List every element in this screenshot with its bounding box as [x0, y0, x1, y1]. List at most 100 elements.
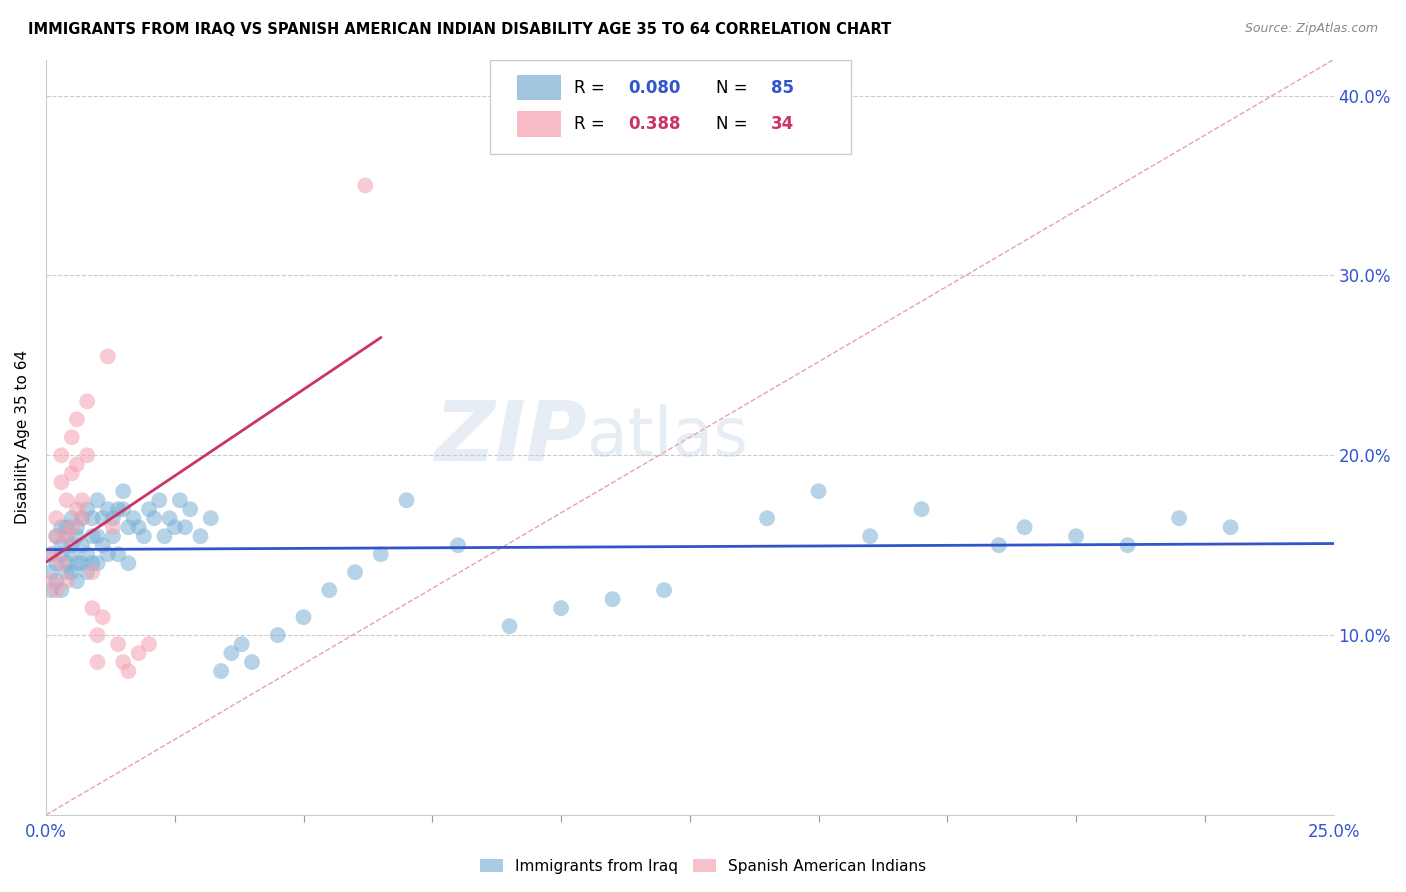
- Spanish American Indians: [45, 583, 67, 598]
- Immigrants from Iraq: [39, 547, 62, 561]
- Immigrants from Iraq: [60, 547, 83, 561]
- Spanish American Indians: [128, 646, 150, 660]
- Spanish American Indians: [60, 520, 83, 534]
- Text: Source: ZipAtlas.com: Source: ZipAtlas.com: [1244, 22, 1378, 36]
- Spanish American Indians: [117, 664, 139, 678]
- Immigrants from Iraq: [66, 556, 89, 570]
- Text: R =: R =: [574, 78, 610, 96]
- Immigrants from Iraq: [292, 610, 315, 624]
- Immigrants from Iraq: [70, 556, 93, 570]
- Immigrants from Iraq: [66, 520, 89, 534]
- Immigrants from Iraq: [128, 520, 150, 534]
- Immigrants from Iraq: [602, 592, 624, 607]
- Immigrants from Iraq: [395, 493, 418, 508]
- Immigrants from Iraq: [122, 511, 145, 525]
- Spanish American Indians: [66, 457, 89, 471]
- Immigrants from Iraq: [153, 529, 176, 543]
- Spanish American Indians: [138, 637, 160, 651]
- Spanish American Indians: [45, 529, 67, 543]
- Immigrants from Iraq: [55, 520, 77, 534]
- Immigrants from Iraq: [76, 547, 98, 561]
- Spanish American Indians: [76, 448, 98, 462]
- Immigrants from Iraq: [987, 538, 1010, 552]
- Immigrants from Iraq: [51, 583, 73, 598]
- Y-axis label: Disability Age 35 to 64: Disability Age 35 to 64: [15, 351, 30, 524]
- Spanish American Indians: [354, 178, 377, 193]
- Immigrants from Iraq: [82, 511, 104, 525]
- Immigrants from Iraq: [101, 511, 124, 525]
- Immigrants from Iraq: [107, 502, 129, 516]
- Text: 85: 85: [770, 78, 794, 96]
- Immigrants from Iraq: [86, 493, 108, 508]
- Immigrants from Iraq: [45, 574, 67, 589]
- FancyBboxPatch shape: [491, 60, 851, 154]
- Immigrants from Iraq: [1064, 529, 1087, 543]
- Spanish American Indians: [86, 655, 108, 669]
- Immigrants from Iraq: [169, 493, 191, 508]
- Immigrants from Iraq: [97, 547, 120, 561]
- Immigrants from Iraq: [117, 556, 139, 570]
- Immigrants from Iraq: [807, 484, 830, 499]
- Immigrants from Iraq: [231, 637, 253, 651]
- Immigrants from Iraq: [112, 502, 135, 516]
- Immigrants from Iraq: [1116, 538, 1139, 552]
- Text: IMMIGRANTS FROM IRAQ VS SPANISH AMERICAN INDIAN DISABILITY AGE 35 TO 64 CORRELAT: IMMIGRANTS FROM IRAQ VS SPANISH AMERICAN…: [28, 22, 891, 37]
- Immigrants from Iraq: [132, 529, 155, 543]
- Immigrants from Iraq: [112, 484, 135, 499]
- Immigrants from Iraq: [39, 583, 62, 598]
- Immigrants from Iraq: [76, 502, 98, 516]
- Immigrants from Iraq: [101, 529, 124, 543]
- Immigrants from Iraq: [107, 547, 129, 561]
- Immigrants from Iraq: [652, 583, 675, 598]
- Spanish American Indians: [101, 520, 124, 534]
- Immigrants from Iraq: [498, 619, 520, 633]
- Spanish American Indians: [86, 628, 108, 642]
- Text: ZIP: ZIP: [434, 397, 586, 478]
- Spanish American Indians: [55, 574, 77, 589]
- Immigrants from Iraq: [370, 547, 392, 561]
- Immigrants from Iraq: [45, 556, 67, 570]
- Immigrants from Iraq: [55, 529, 77, 543]
- Immigrants from Iraq: [60, 565, 83, 579]
- Immigrants from Iraq: [1014, 520, 1036, 534]
- Spanish American Indians: [91, 610, 114, 624]
- Spanish American Indians: [45, 511, 67, 525]
- FancyBboxPatch shape: [517, 75, 561, 101]
- Spanish American Indians: [60, 430, 83, 444]
- Immigrants from Iraq: [200, 511, 222, 525]
- Immigrants from Iraq: [45, 529, 67, 543]
- Spanish American Indians: [107, 637, 129, 651]
- Immigrants from Iraq: [86, 556, 108, 570]
- Immigrants from Iraq: [190, 529, 212, 543]
- Immigrants from Iraq: [117, 520, 139, 534]
- Spanish American Indians: [66, 412, 89, 426]
- Text: N =: N =: [716, 78, 752, 96]
- Spanish American Indians: [60, 467, 83, 481]
- Immigrants from Iraq: [91, 511, 114, 525]
- Spanish American Indians: [82, 565, 104, 579]
- Legend: Immigrants from Iraq, Spanish American Indians: Immigrants from Iraq, Spanish American I…: [474, 853, 932, 880]
- Immigrants from Iraq: [209, 664, 232, 678]
- Immigrants from Iraq: [66, 529, 89, 543]
- Spanish American Indians: [55, 529, 77, 543]
- Immigrants from Iraq: [97, 502, 120, 516]
- Immigrants from Iraq: [86, 529, 108, 543]
- Immigrants from Iraq: [70, 538, 93, 552]
- Immigrants from Iraq: [859, 529, 882, 543]
- Immigrants from Iraq: [70, 511, 93, 525]
- Spanish American Indians: [39, 574, 62, 589]
- Immigrants from Iraq: [51, 520, 73, 534]
- Immigrants from Iraq: [60, 511, 83, 525]
- FancyBboxPatch shape: [517, 111, 561, 136]
- Immigrants from Iraq: [51, 547, 73, 561]
- Spanish American Indians: [112, 655, 135, 669]
- Immigrants from Iraq: [138, 502, 160, 516]
- Immigrants from Iraq: [82, 529, 104, 543]
- Spanish American Indians: [70, 511, 93, 525]
- Immigrants from Iraq: [447, 538, 470, 552]
- Immigrants from Iraq: [66, 574, 89, 589]
- Immigrants from Iraq: [82, 556, 104, 570]
- Immigrants from Iraq: [240, 655, 263, 669]
- Spanish American Indians: [82, 601, 104, 615]
- Immigrants from Iraq: [91, 538, 114, 552]
